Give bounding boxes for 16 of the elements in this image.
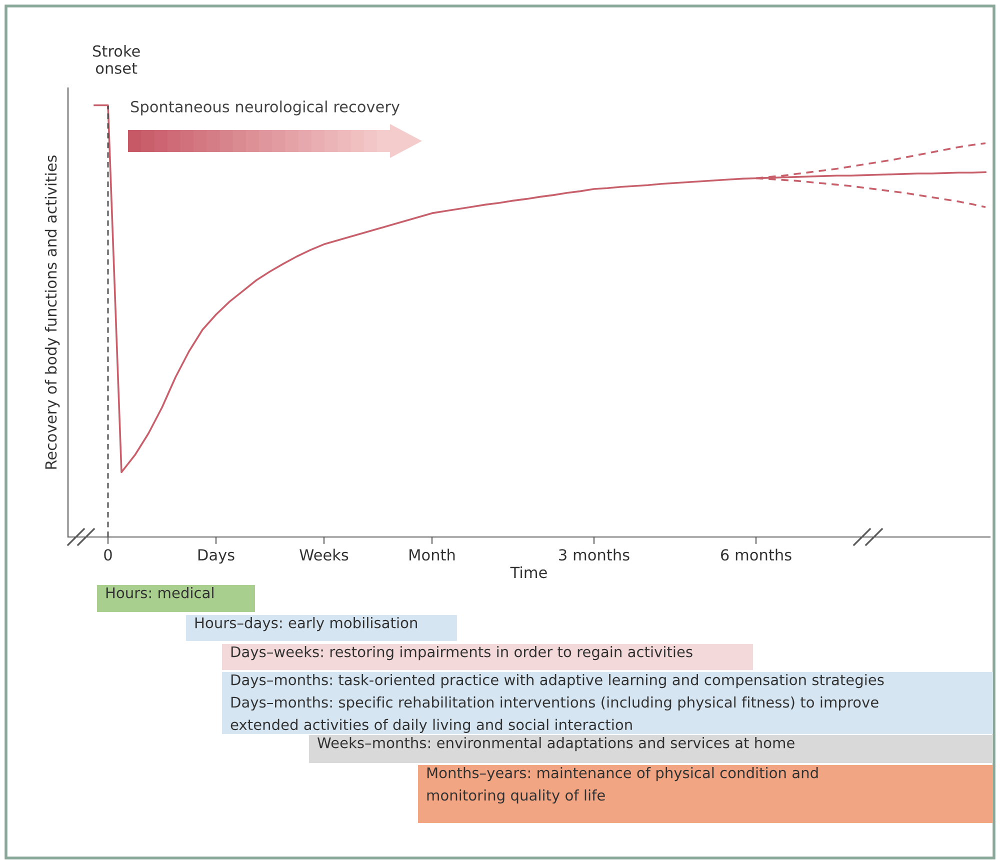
y-axis-title: Recovery of body functions and activities (44, 155, 60, 469)
x-tick-label: Month (410, 548, 455, 561)
text: Months–years: maintenance of physical condition and monitoring quality of life (427, 767, 818, 804)
x-tick-label: Weeks (300, 548, 348, 561)
text: Weeks–months: environmental adaptations and services at home (317, 737, 794, 752)
annotation: Spontaneous neurological recovery (131, 100, 400, 116)
x-axis-title: Time (510, 566, 547, 578)
text: Hours: medical (106, 587, 214, 598)
x-tick-label: 0 (104, 549, 112, 561)
x-tick-label: 3 months (559, 548, 630, 561)
text: Days–weeks: restoring impairments in order to regain activities (231, 646, 692, 660)
text: Hours–days: early mobilisation (195, 617, 417, 632)
ref-line-label: Stroke onset (93, 44, 140, 74)
x-tick-label: 6 months (721, 548, 792, 561)
x-tick-label: Days (198, 549, 234, 564)
text: Days–months: task-oriented practice with adaptive learning and compensation strategies Days–months: specific rehabilitation interventions (including physical fitness) to improve extended activities of daily living and social interaction (230, 674, 884, 733)
